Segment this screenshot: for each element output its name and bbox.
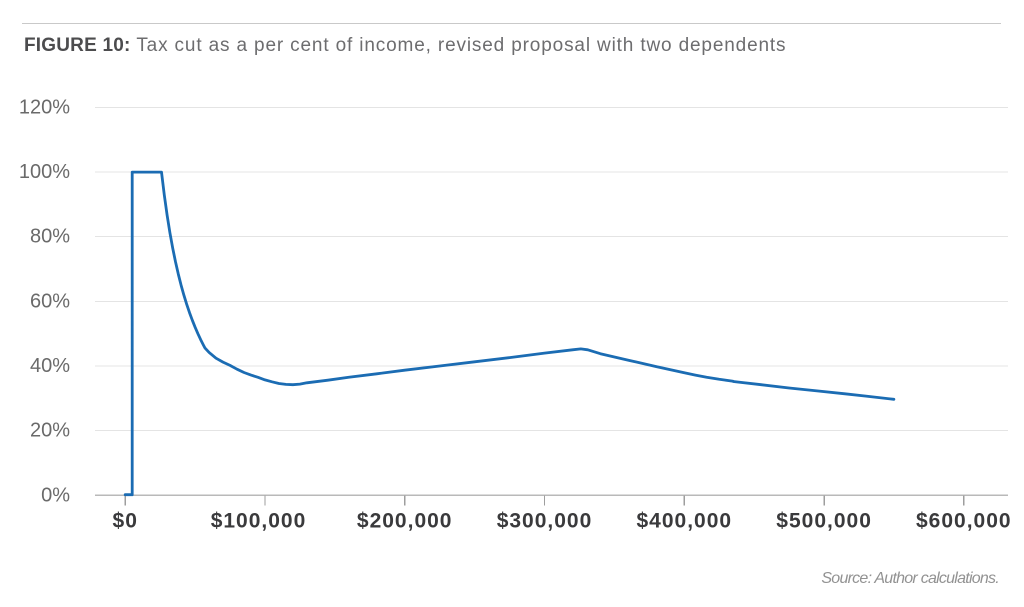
svg-text:100%: 100% [19, 161, 70, 183]
svg-text:Source: Author calculations.: Source: Author calculations. [821, 570, 999, 587]
svg-text:80%: 80% [30, 226, 70, 248]
svg-text:20%: 20% [30, 420, 70, 442]
svg-text:$200,000: $200,000 [357, 510, 453, 533]
svg-text:$400,000: $400,000 [637, 510, 733, 533]
svg-text:$600,000: $600,000 [916, 510, 1012, 533]
svg-text:FIGURE 10: Tax cut as a per ce: FIGURE 10: Tax cut as a per cent of inco… [24, 35, 786, 56]
svg-text:$0: $0 [113, 510, 138, 533]
svg-text:$500,000: $500,000 [776, 510, 872, 533]
svg-text:40%: 40% [30, 355, 70, 377]
svg-text:0%: 0% [41, 484, 70, 506]
svg-text:$100,000: $100,000 [211, 510, 307, 533]
svg-text:120%: 120% [19, 96, 70, 118]
svg-text:60%: 60% [30, 290, 70, 312]
svg-text:$300,000: $300,000 [497, 510, 593, 533]
